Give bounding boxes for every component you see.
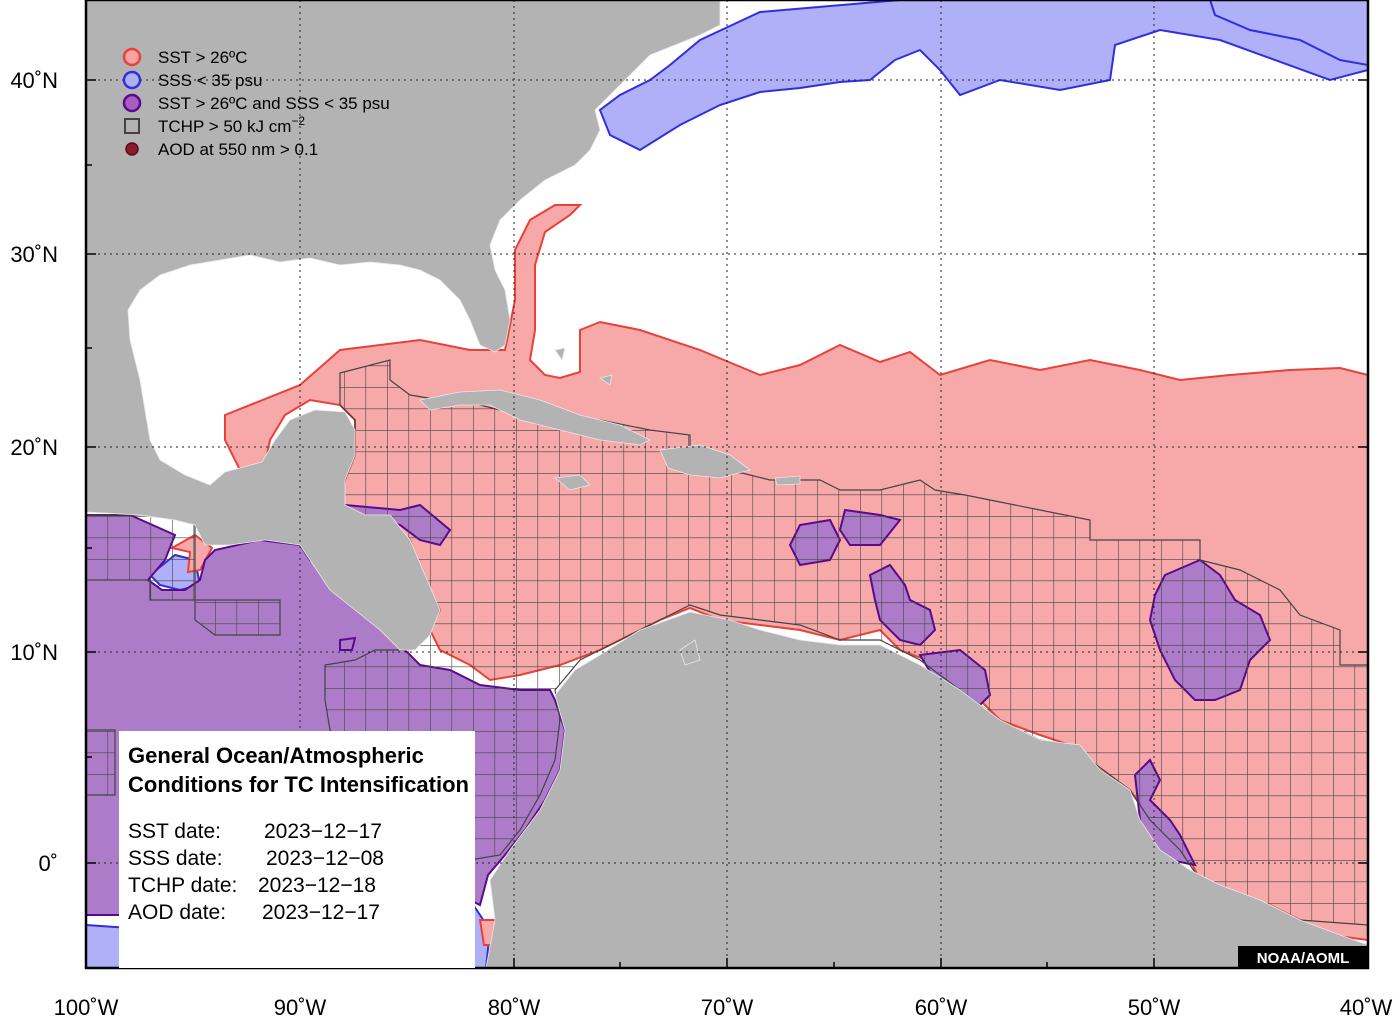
land bbox=[86, 0, 1368, 968]
legend-item-tchp: TCHP > 50 kJ cm−2 bbox=[124, 114, 305, 136]
legend-label-main: TCHP > 50 kJ cm bbox=[158, 117, 291, 136]
lon-label: 80˚W bbox=[488, 995, 541, 1019]
credit-text: NOAA/AOML bbox=[1257, 950, 1350, 967]
lat-label: 10˚N bbox=[10, 640, 58, 665]
lon-label: 90˚W bbox=[274, 995, 327, 1019]
sst-date-label: SST date: bbox=[128, 820, 221, 843]
lon-label: 100˚W bbox=[54, 995, 119, 1019]
aod-swatch-icon bbox=[125, 142, 139, 156]
tchp-date-value: 2023−12−18 bbox=[258, 874, 376, 897]
sss-date-label: SSS date: bbox=[128, 847, 223, 870]
sst-date-value: 2023−12−17 bbox=[264, 820, 382, 843]
legend-item-both: SST > 26ºC and SSS < 35 psu bbox=[122, 93, 390, 113]
credit-background bbox=[1238, 946, 1368, 968]
aod-date-label: AOD date: bbox=[128, 901, 226, 924]
lon-label: 60˚W bbox=[915, 995, 968, 1019]
lat-label: 30˚N bbox=[10, 242, 58, 267]
lon-label: 70˚W bbox=[701, 995, 754, 1019]
sst-swatch-icon bbox=[122, 47, 142, 67]
lon-label: 40˚W bbox=[1340, 995, 1393, 1019]
legend-item-sss: SSS < 35 psu bbox=[122, 70, 262, 90]
aod-date-value: 2023−12−17 bbox=[262, 901, 380, 924]
tchp-region bbox=[86, 359, 1368, 926]
info-box: General Ocean/Atmospheric Conditions for… bbox=[119, 731, 475, 968]
legend-label: TCHP > 50 kJ cm−2 bbox=[158, 114, 305, 136]
legend-label-sup: −2 bbox=[291, 114, 305, 128]
tchp-swatch-icon bbox=[124, 118, 140, 134]
lat-labels: 40˚N 30˚N 20˚N 10˚N 0˚ bbox=[10, 68, 58, 876]
legend: SST > 26ºC SSS < 35 psu SST > 26ºC and S… bbox=[122, 47, 390, 159]
sss-swatch-icon bbox=[122, 70, 142, 90]
info-title-line2: Conditions for TC Intensification bbox=[128, 772, 469, 797]
legend-label: AOD at 550 nm > 0.1 bbox=[158, 140, 318, 159]
legend-label: SST > 26ºC and SSS < 35 psu bbox=[158, 94, 390, 113]
lon-labels: 100˚W 90˚W 80˚W 70˚W 60˚W 50˚W 40˚W bbox=[54, 995, 1393, 1019]
legend-label: SST > 26ºC bbox=[158, 48, 248, 67]
info-title-line1: General Ocean/Atmospheric bbox=[128, 743, 424, 768]
info-box-background bbox=[119, 731, 475, 968]
tchp-date-label: TCHP date: bbox=[128, 874, 237, 897]
lat-label: 0˚ bbox=[38, 851, 58, 876]
both-swatch-icon bbox=[122, 93, 142, 113]
credit-badge: NOAA/AOML bbox=[1238, 946, 1368, 968]
lat-label: 40˚N bbox=[10, 68, 58, 93]
graticule bbox=[86, 0, 1368, 968]
legend-item-sst: SST > 26ºC bbox=[122, 47, 248, 67]
lon-label: 50˚W bbox=[1128, 995, 1181, 1019]
sss-date-value: 2023−12−08 bbox=[266, 847, 384, 870]
legend-label: SSS < 35 psu bbox=[158, 71, 262, 90]
lat-label: 20˚N bbox=[10, 435, 58, 460]
legend-item-aod: AOD at 550 nm > 0.1 bbox=[125, 140, 318, 159]
